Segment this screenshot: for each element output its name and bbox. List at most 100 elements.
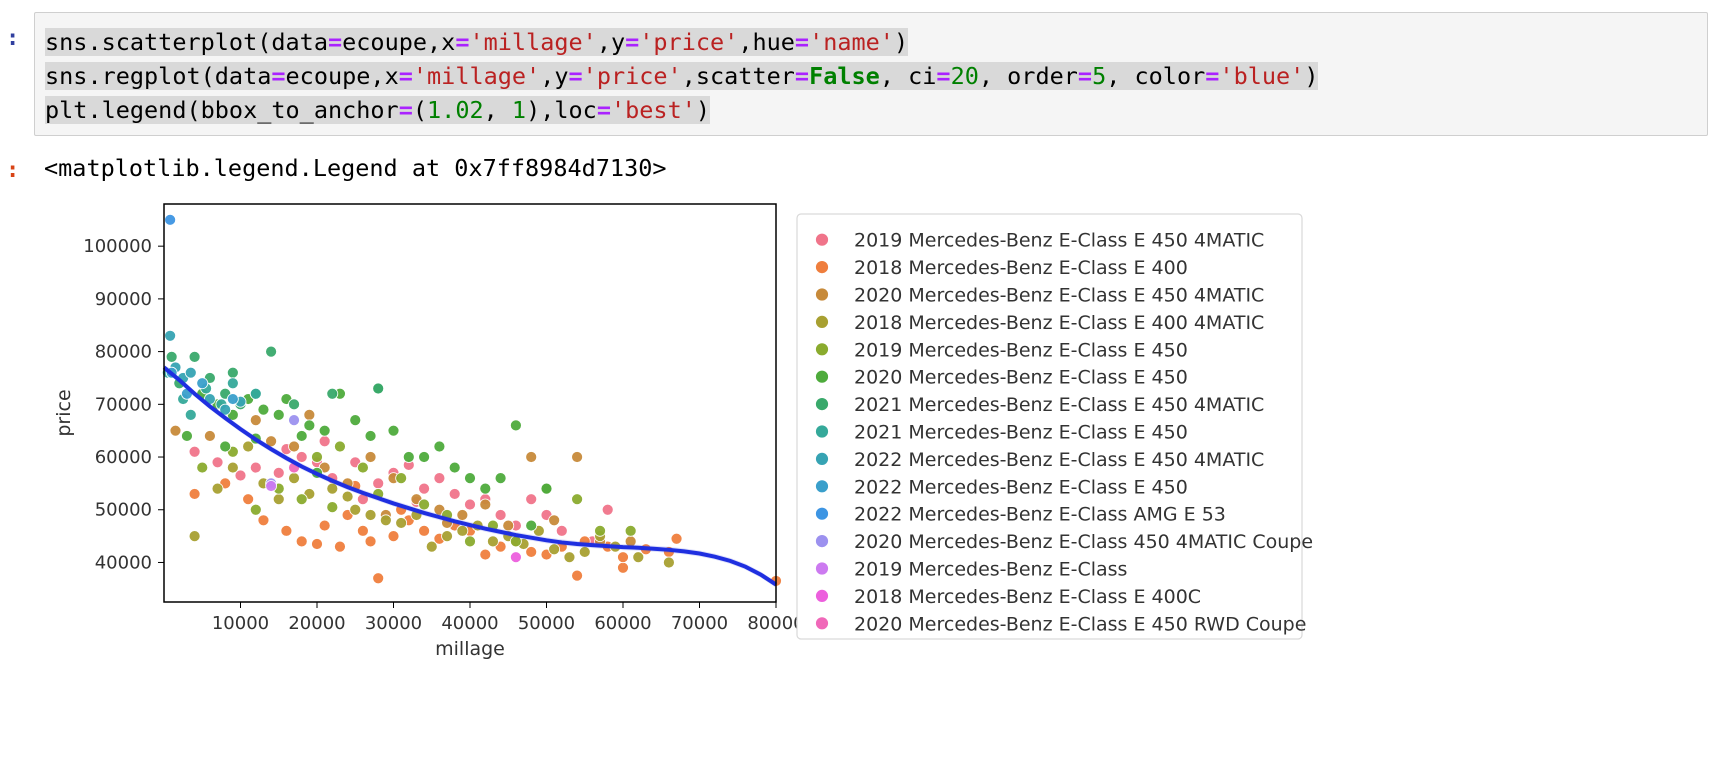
- scatter-point: [395, 517, 408, 529]
- scatter-point: [249, 387, 262, 400]
- scatter-point: [181, 430, 193, 442]
- y-tick-label: 90000: [95, 289, 152, 310]
- y-tick-label: 100000: [83, 236, 152, 257]
- scatter-point: [402, 451, 415, 463]
- legend-label: 2019 Mercedes-Benz E-Class E 450 4MATIC: [854, 230, 1264, 252]
- scatter-point: [188, 445, 201, 458]
- scatter-point: [425, 540, 438, 553]
- scatter-point: [395, 472, 408, 485]
- scatter-point: [571, 493, 583, 506]
- scatter-point: [510, 551, 522, 564]
- legend-label: 2020 Mercedes-Benz E-Class E 450: [854, 367, 1188, 389]
- legend-marker: [815, 287, 829, 302]
- scatter-point: [184, 408, 197, 421]
- scatter-point: [334, 440, 346, 453]
- scatter-point: [265, 480, 278, 492]
- scatter-point: [494, 509, 507, 521]
- scatter-point: [456, 524, 469, 537]
- code-cell[interactable]: sns.scatterplot(data=ecoupe,x='millage',…: [34, 12, 1708, 136]
- legend-marker: [815, 260, 829, 274]
- legend-marker: [815, 369, 829, 384]
- scatter-point: [433, 440, 446, 453]
- scatter-point: [387, 530, 400, 543]
- legend-marker: [815, 534, 829, 549]
- scatter-point: [326, 501, 339, 514]
- scatter-point: [257, 403, 270, 416]
- scatter-point: [525, 519, 538, 532]
- input-prompt: :: [6, 26, 20, 51]
- legend-label: 2020 Mercedes-Benz E-Class E 450 RWD Cou…: [854, 613, 1306, 635]
- scatter-point: [226, 377, 239, 390]
- scatter-point: [169, 424, 182, 437]
- scatter-point: [188, 530, 201, 543]
- figure: 10000 20000 30000 40000 50000 60000 70000 80000…: [0, 190, 1712, 756]
- scatter-point: [318, 519, 331, 532]
- scatter-point: [184, 366, 197, 379]
- scatter-point: [571, 569, 583, 582]
- scatter-point: [548, 543, 561, 556]
- scatter-point: [295, 430, 308, 442]
- scatter-point: [188, 350, 201, 363]
- scatter-point: [594, 524, 606, 537]
- scatter-point: [418, 524, 431, 537]
- legend-marker: [815, 616, 829, 631]
- legend-label: 2022 Mercedes-Benz E-Class E 450 4MATIC: [854, 449, 1264, 471]
- x-tick-label: 20000: [288, 613, 345, 634]
- scatter-point: [242, 440, 255, 453]
- scatter-point: [379, 514, 392, 527]
- scatter-point: [249, 461, 262, 474]
- y-tick-label: 80000: [95, 342, 152, 363]
- y-tick-label: 70000: [95, 394, 152, 415]
- legend-marker: [815, 342, 829, 357]
- scatter-point: [601, 503, 614, 516]
- scatter-point: [464, 535, 476, 548]
- scatter-point: [226, 461, 239, 474]
- legend-marker: [815, 561, 829, 576]
- x-tick-label: 70000: [671, 613, 728, 634]
- code-line: plt.legend(bbox_to_anchor=(1.02, 1),loc=…: [45, 96, 711, 124]
- scatter-point: [617, 551, 629, 564]
- scatter-point: [356, 461, 369, 474]
- x-tick-label: 60000: [594, 613, 651, 634]
- legend-label: 2021 Mercedes-Benz E-Class E 450: [854, 422, 1188, 444]
- scatter-point: [326, 482, 339, 495]
- scatter-point: [487, 535, 499, 548]
- legend-label: 2020 Mercedes-Benz E-Class 450 4MATIC Co…: [854, 531, 1313, 553]
- scatter-point: [226, 366, 239, 379]
- scatter-point: [670, 532, 683, 545]
- scatter-point: [234, 469, 247, 482]
- code-editor[interactable]: sns.scatterplot(data=ecoupe,x='millage',…: [45, 25, 1319, 127]
- legend-label: 2020 Mercedes-Benz E-Class E 450 4MATIC: [854, 285, 1264, 307]
- scatter-point: [356, 524, 369, 537]
- scatter-point: [288, 398, 300, 411]
- scatter-point: [372, 572, 385, 585]
- scatter-point: [456, 509, 469, 521]
- y-tick-label: 50000: [95, 500, 152, 521]
- scatter-point: [617, 561, 629, 574]
- scatter-point: [272, 493, 285, 506]
- scatter-point: [242, 493, 255, 506]
- legend-label: 2018 Mercedes-Benz E-Class E 400C: [854, 586, 1201, 608]
- x-tick-label: 80000: [747, 613, 804, 634]
- scatter-point: [441, 530, 453, 543]
- y-axis-label: price: [53, 389, 75, 436]
- scatter-point: [548, 514, 561, 527]
- scatter-point: [525, 493, 538, 506]
- legend-label: 2021 Mercedes-Benz E-Class E 450 4MATIC: [854, 394, 1264, 416]
- scatter-point: [203, 430, 216, 442]
- legend-label: 2018 Mercedes-Benz E-Class E 400 4MATIC: [854, 312, 1264, 334]
- legend-marker: [815, 506, 829, 521]
- scatter-point: [257, 514, 270, 527]
- scatter-point: [525, 546, 538, 558]
- legend-marker: [815, 588, 829, 603]
- output-text: <matplotlib.legend.Legend at 0x7ff8984d7…: [44, 154, 667, 182]
- scatter-point: [226, 393, 239, 405]
- scatter-point: [303, 408, 316, 421]
- legend-label: 2022 Mercedes-Benz E-Class AMG E 53: [854, 504, 1226, 526]
- scatter-point: [295, 493, 308, 506]
- scatter-point: [311, 538, 323, 550]
- scatter-point: [479, 482, 492, 495]
- scatter-point: [387, 424, 400, 437]
- scatter-point: [272, 408, 285, 421]
- scatter-point: [540, 482, 553, 495]
